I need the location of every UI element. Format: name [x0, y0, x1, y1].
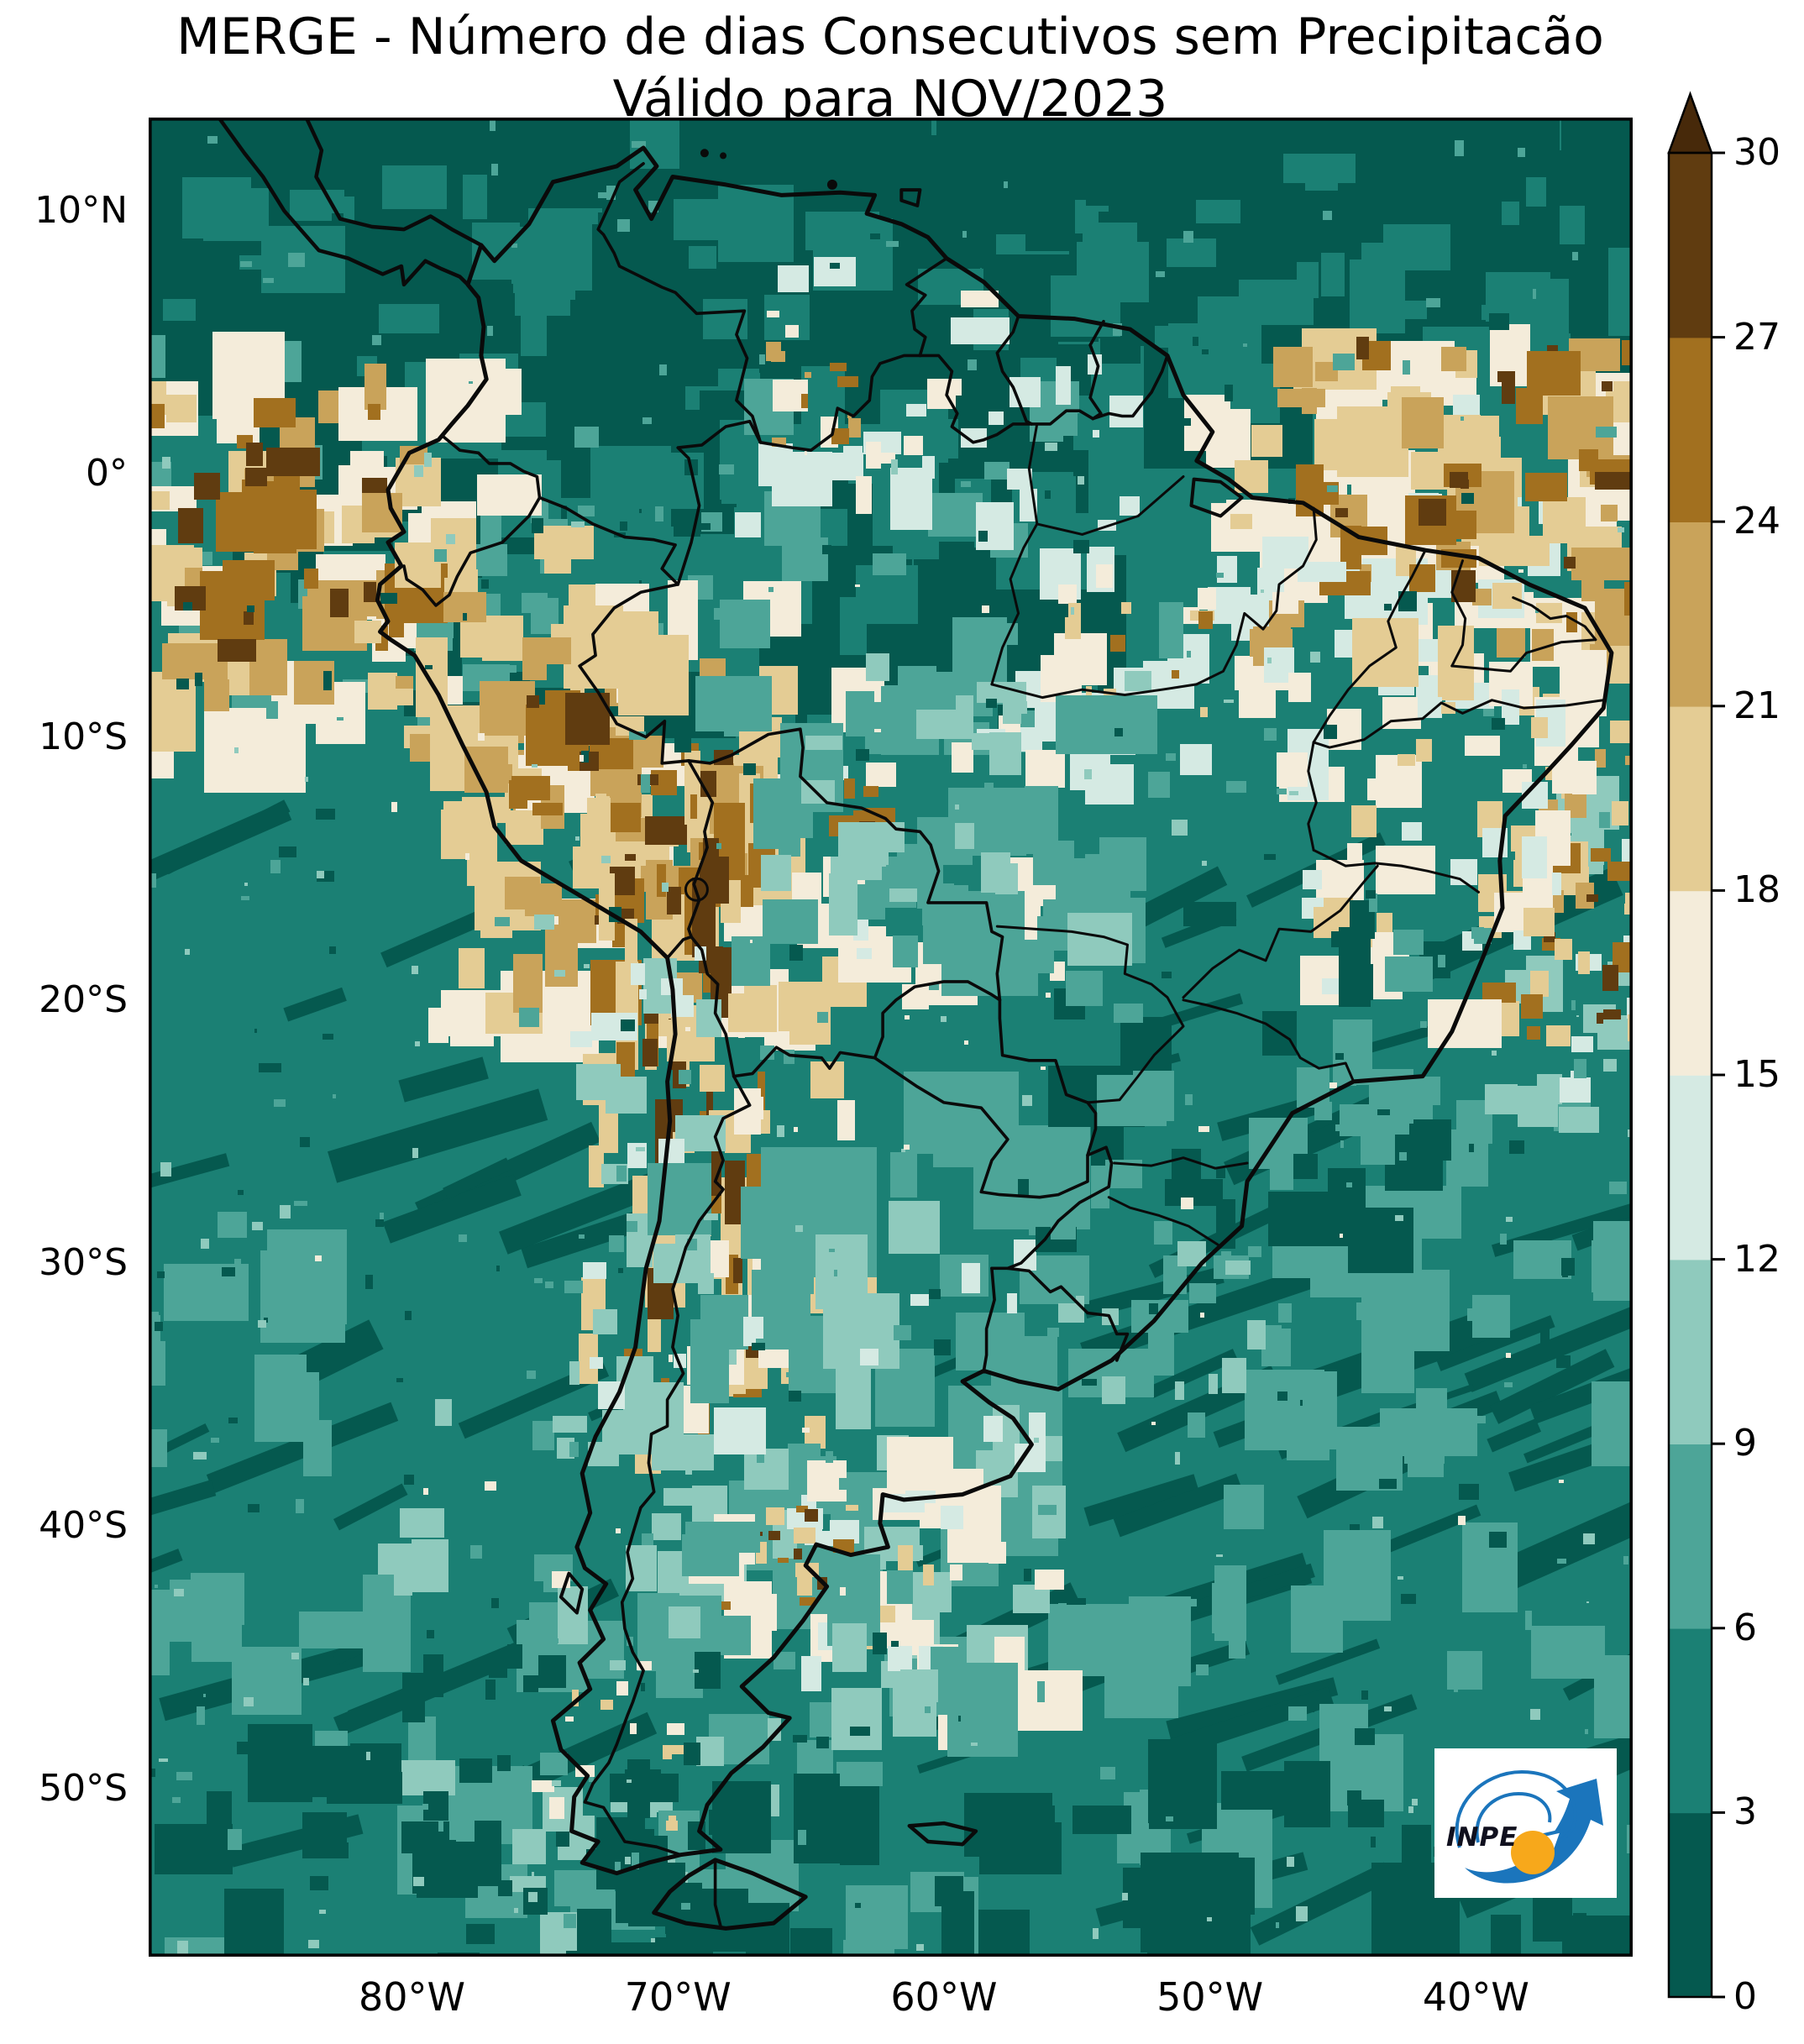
colorbar-over-arrow — [1667, 91, 1713, 155]
inpe-logo-text: INPE — [1446, 1822, 1518, 1853]
colorbar-tick-label: 3 — [1733, 1790, 1757, 1834]
map-frame — [148, 117, 1634, 1957]
colorbar-tick-label: 0 — [1733, 1975, 1757, 2018]
lat-tick-label: 10°S — [39, 715, 128, 758]
colorbar-bin — [1669, 1259, 1712, 1444]
country-borders — [216, 118, 1614, 1931]
logo-big-arrow — [1465, 1779, 1603, 1884]
colorbar-bin — [1669, 153, 1712, 338]
lat-tick-label: 0° — [86, 452, 128, 495]
colorbar-tick-label: 24 — [1733, 500, 1780, 543]
colorbar-tick-label: 12 — [1733, 1237, 1780, 1281]
logo-swirl-inner — [1475, 1791, 1552, 1843]
page-subtitle: Válido para NOV/2023 — [612, 70, 1168, 128]
colorbar-bin — [1669, 705, 1712, 892]
colorbar-tick-label: 18 — [1733, 868, 1780, 912]
colorbar-bin — [1669, 337, 1712, 522]
colorbar-bin — [1669, 1444, 1712, 1629]
map-plot-area — [148, 117, 1634, 1957]
lat-tick-label: 50°S — [39, 1767, 128, 1811]
inpe-logo-graphic — [1455, 1769, 1603, 1884]
colorbar-tick-label: 27 — [1733, 315, 1780, 359]
colorbar-bin — [1669, 521, 1712, 707]
inpe-logo: INPE — [1434, 1748, 1617, 1898]
logo-swirl-outer — [1455, 1769, 1578, 1848]
lat-tick-label: 10°N — [34, 189, 128, 233]
colorbar-bin — [1669, 1627, 1712, 1814]
map-field — [149, 118, 1633, 1957]
colorbar-tick-label: 9 — [1733, 1422, 1757, 1465]
logo-orange-ball — [1511, 1831, 1555, 1874]
lon-tick-label: 40°W — [1422, 1974, 1529, 2020]
colorbar-bin — [1669, 890, 1712, 1076]
lat-tick-label: 30°S — [39, 1240, 128, 1284]
lat-tick-label: 20°S — [39, 977, 128, 1021]
south-america-map — [148, 117, 1634, 1957]
colorbar — [1667, 91, 1725, 1999]
lat-tick-label: 40°S — [39, 1504, 128, 1548]
page-title: MERGE - Número de dias Consecutivos sem … — [176, 8, 1604, 66]
colorbar-tick-label: 6 — [1733, 1606, 1757, 1649]
lon-tick-label: 80°W — [359, 1974, 466, 2020]
colorbar-tick-label: 21 — [1733, 684, 1780, 727]
lon-tick-label: 60°W — [890, 1974, 998, 2020]
colorbar-tick-label: 30 — [1733, 131, 1780, 174]
colorbar-bin — [1669, 1075, 1712, 1260]
colorbar-bin — [1669, 1812, 1712, 1998]
lon-tick-label: 50°W — [1156, 1974, 1264, 2020]
colorbar-tick-label: 15 — [1733, 1053, 1780, 1096]
lon-tick-label: 70°W — [624, 1974, 732, 2020]
